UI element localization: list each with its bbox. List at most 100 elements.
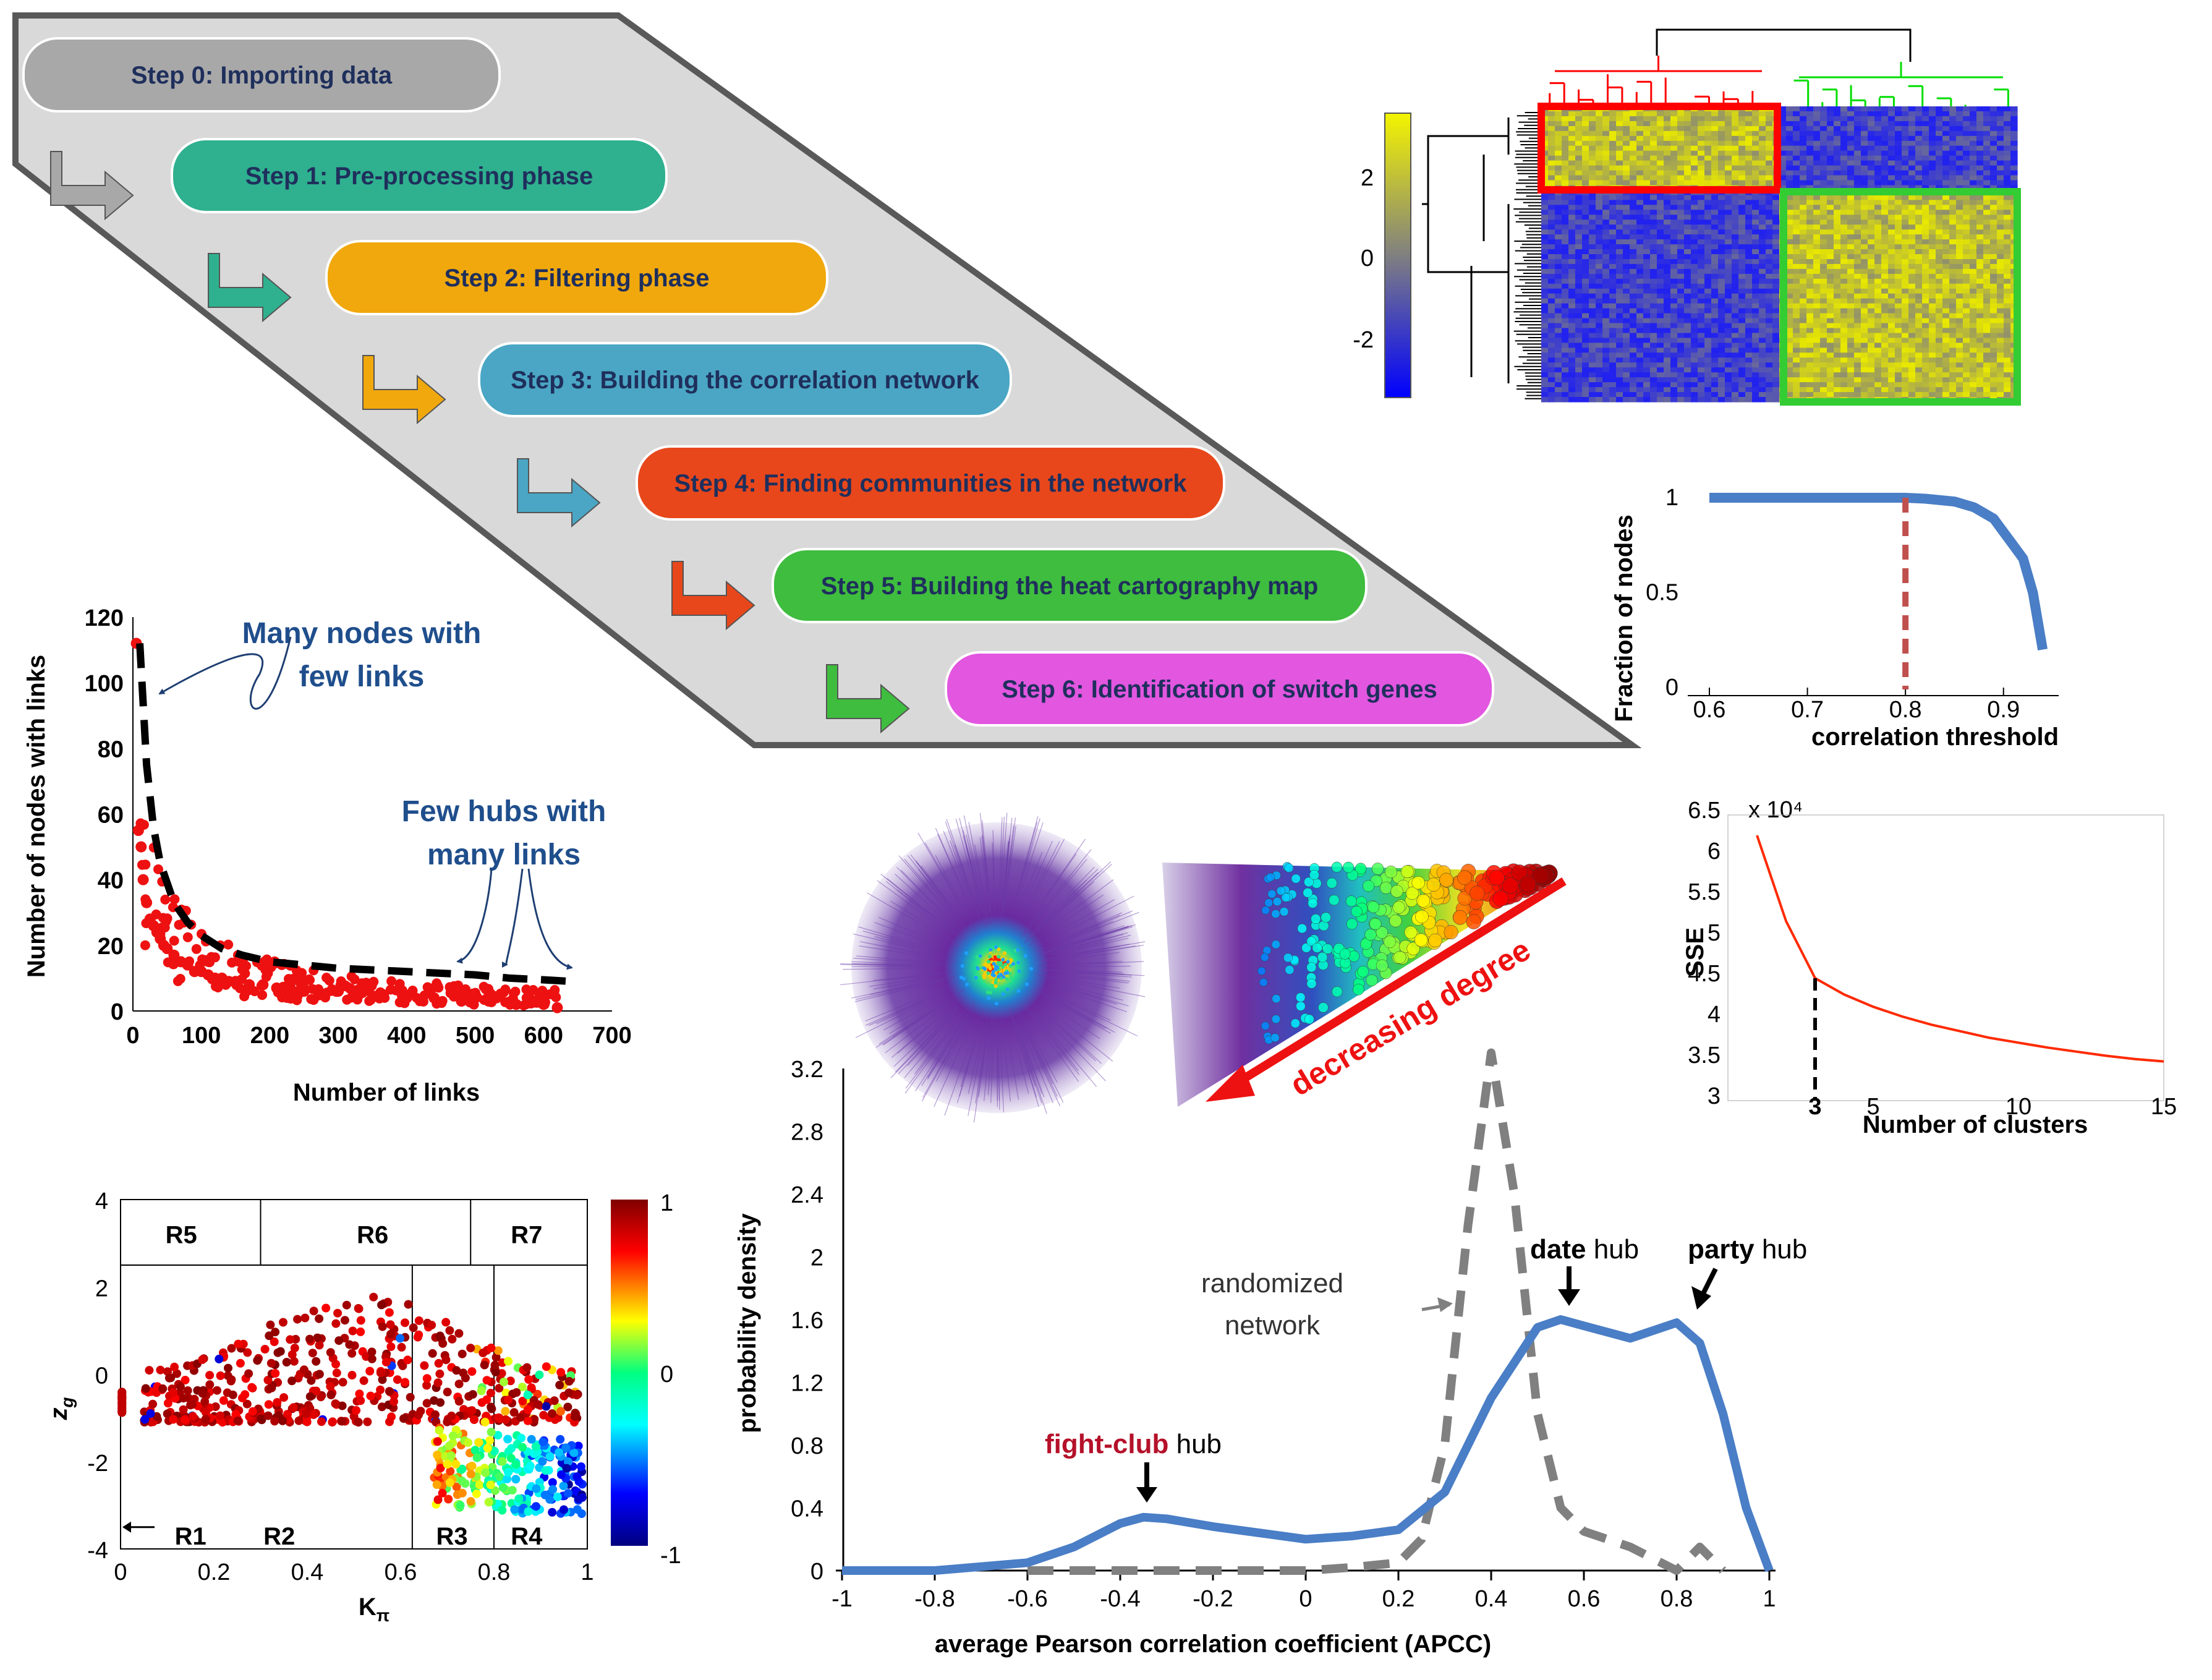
heatmap-cell: [1548, 215, 1555, 220]
heatmap-cell: [1820, 313, 1827, 319]
heatmap-cell: [1827, 348, 1834, 353]
column-dendrogram-red: [1550, 56, 1767, 110]
heatmap-cell: [1942, 304, 1950, 309]
heatmap-cell: [1922, 146, 1929, 151]
heatmap-cell: [1800, 372, 1807, 378]
heatmap-cell: [1956, 176, 1963, 181]
heatmap-cell: [1609, 284, 1617, 289]
heatmap-cell: [1725, 254, 1732, 260]
heatmap-cell: [1908, 121, 1916, 127]
heatmap-cell: [1657, 269, 1664, 275]
heatmap-cell: [1956, 244, 1963, 250]
heatmap-cell: [1718, 338, 1725, 343]
heatmap-cell: [1847, 352, 1855, 358]
heatmap-cell: [1589, 176, 1596, 181]
heatmap-cell: [1908, 106, 1916, 112]
heatmap-cell: [1806, 171, 1814, 176]
heatmap-cell: [1942, 244, 1950, 250]
heatmap-cell: [1718, 279, 1725, 284]
heatmap-cell: [1820, 269, 1827, 275]
heatmap-cell: [1806, 367, 1814, 373]
heatmap-cell: [1548, 200, 1555, 205]
heatmap-cell: [1772, 309, 1780, 314]
heatmap-cell: [1970, 171, 1977, 176]
heatmap-cell: [1664, 357, 1671, 363]
heatmap-cell: [1861, 387, 1868, 393]
heatmap-cell: [1976, 269, 1984, 275]
heatmap-cell: [1970, 126, 1977, 132]
heatmap-cell: [1895, 343, 1902, 348]
heatmap-cell: [1827, 279, 1834, 284]
heatmap-cell: [1596, 166, 1603, 171]
heatmap-cell: [1711, 220, 1719, 225]
heatmap-cell: [1922, 343, 1929, 348]
heatmap-cell: [1711, 229, 1719, 235]
heatmap-cell: [1847, 229, 1855, 235]
degree-point: [206, 952, 216, 962]
heatmap-cell: [1589, 249, 1596, 255]
heatmap-cell: [1630, 215, 1637, 220]
heatmap-cell: [1868, 146, 1875, 151]
heatmap-cell: [1970, 377, 1977, 383]
heatmap-cell: [1623, 200, 1630, 205]
degree-point: [521, 984, 531, 994]
heatmap-cell: [1820, 362, 1827, 368]
heatmap-cell: [1643, 294, 1651, 299]
heatmap-cell: [1664, 156, 1671, 161]
heatmap-cell: [1983, 333, 1991, 339]
heatmap-cell: [1800, 348, 1807, 353]
heatmap-cell: [1684, 215, 1691, 220]
heatmap-cell: [1874, 121, 1882, 127]
heatmap-cell: [1759, 348, 1766, 353]
heatmap-cell: [1670, 200, 1678, 205]
heatmap-cell: [1895, 239, 1902, 245]
heatmap-cell: [1942, 377, 1950, 383]
heatmap-cell: [1630, 269, 1637, 275]
heatmap-cell: [1541, 215, 1549, 220]
heatmap-cell: [1568, 111, 1576, 117]
heatmap-cell: [1827, 269, 1834, 275]
heatmap-cell: [1976, 239, 1984, 245]
heatmap-cell: [1881, 254, 1889, 260]
heatmap-cell: [1902, 259, 1909, 265]
heatmap-cell: [1868, 284, 1875, 289]
heatmap-cell: [1745, 274, 1753, 279]
heatmap-cell: [1942, 210, 1950, 215]
heatmap-cell: [1745, 200, 1753, 205]
heatmap-cell: [1915, 234, 1923, 240]
heatmap-cell: [1915, 171, 1923, 176]
heatmap-cell: [1766, 151, 1773, 156]
heatmap-cell: [1616, 166, 1623, 171]
heatmap-cell: [1881, 244, 1889, 250]
heatmap-cell: [1575, 121, 1583, 127]
heatmap-cell: [1936, 279, 1943, 284]
heatmap-cell: [1698, 397, 1705, 403]
heatmap-cell: [1854, 131, 1861, 137]
heatmap-cell: [1548, 234, 1555, 240]
degree-point: [151, 910, 161, 919]
heatmap-cell: [1589, 284, 1596, 289]
heatmap-cell: [1997, 377, 2004, 383]
heatmap-cell: [1636, 392, 1644, 398]
heatmap-cell: [1698, 200, 1705, 205]
heatmap-cell: [1888, 234, 1895, 240]
heatmap-cell: [1636, 348, 1644, 353]
heatmap-cell: [1888, 176, 1895, 181]
heatmap-cell: [1963, 289, 1970, 294]
heatmap-cell: [1623, 215, 1630, 220]
heatmap-cell: [1840, 377, 1848, 383]
heatmap-cell: [1847, 220, 1855, 225]
heatmap-cell: [1582, 269, 1589, 275]
heatmap-cell: [1616, 328, 1623, 334]
heatmap-cell: [1963, 146, 1970, 151]
heatmap-cell: [1786, 161, 1793, 166]
heatmap-cell: [1827, 362, 1834, 368]
heatmap-cell: [1548, 121, 1555, 127]
heatmap-cell: [1609, 299, 1617, 304]
heatmap-cell: [1711, 215, 1719, 220]
heatmap-cell: [1732, 121, 1739, 127]
heatmap-cell: [1548, 289, 1555, 294]
heatmap-cell: [2004, 181, 2011, 186]
heatmap-cell: [1664, 229, 1671, 235]
heatmap-cell: [1936, 382, 1943, 388]
